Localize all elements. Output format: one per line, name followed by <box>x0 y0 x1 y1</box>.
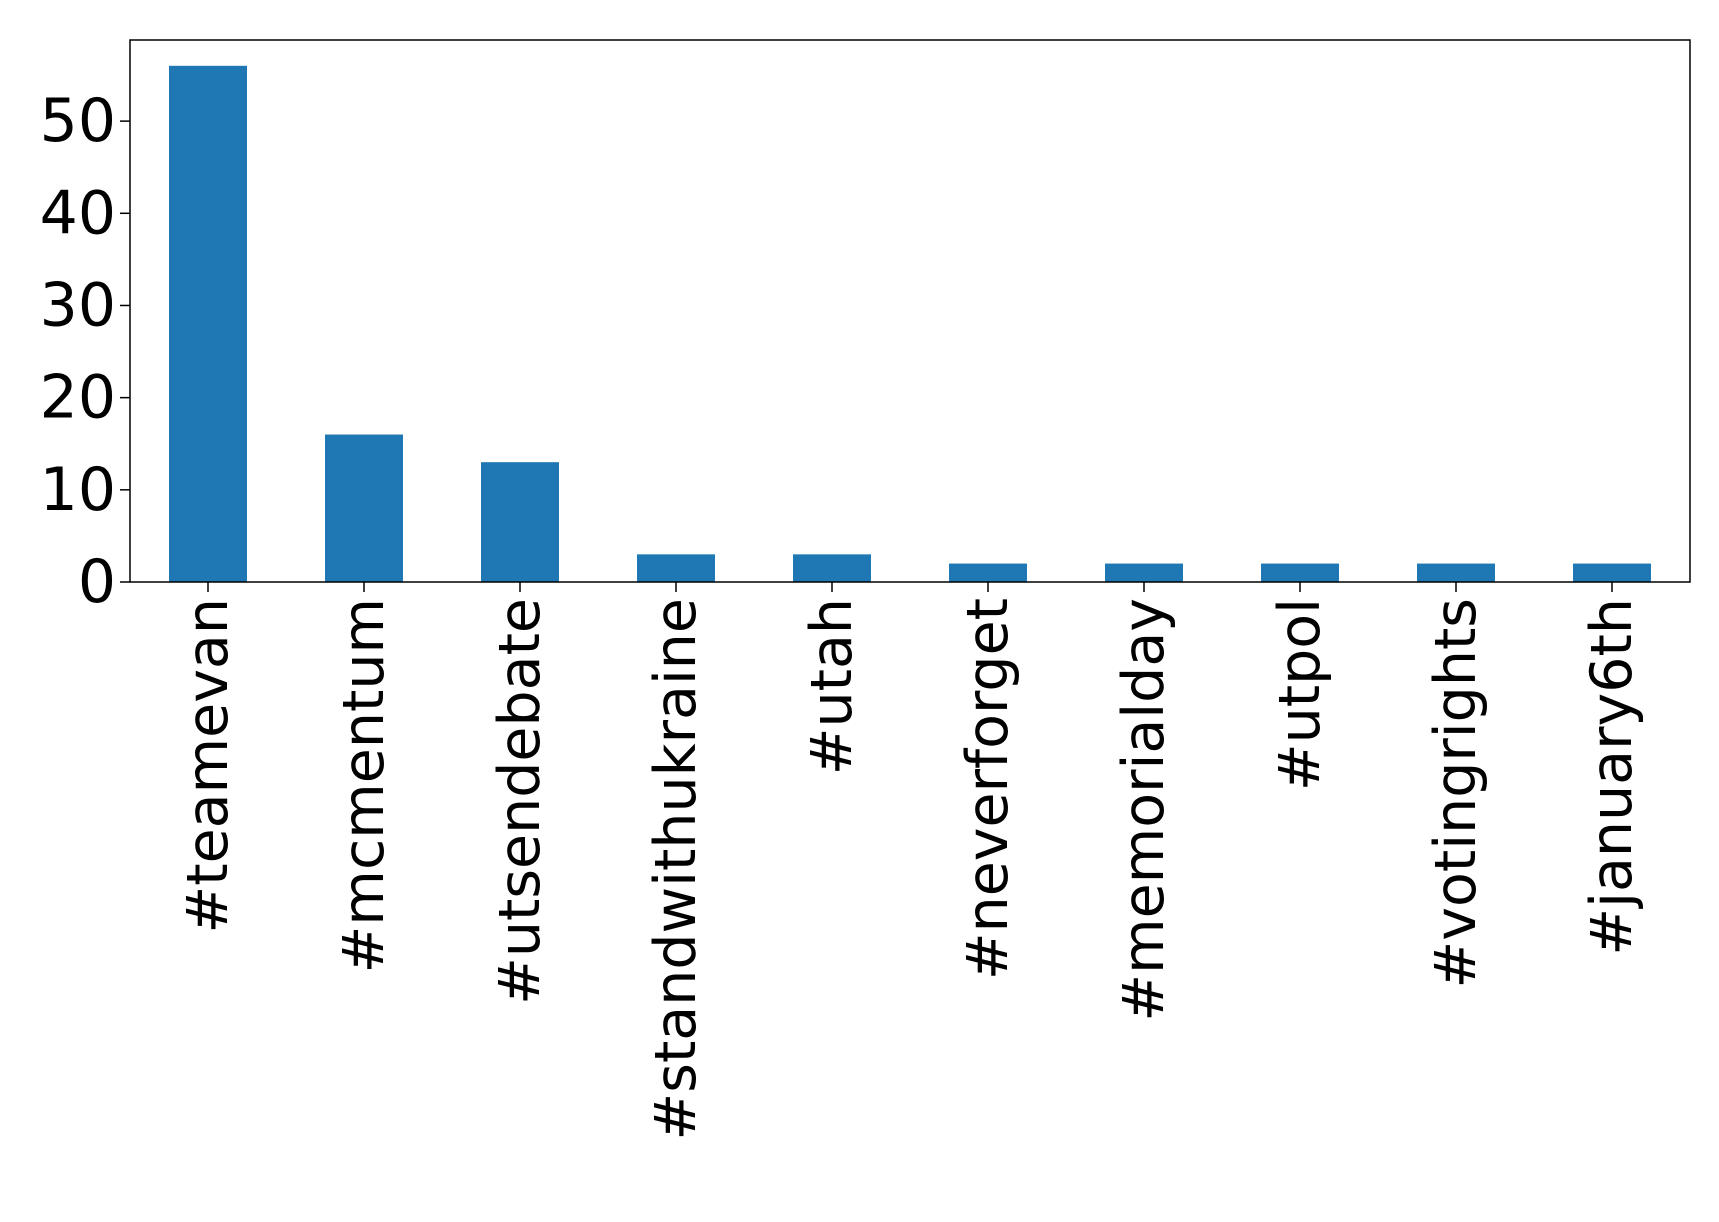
y-axis: 0 10 20 30 40 50 <box>40 86 130 617</box>
x-tick-label: #utpol <box>1267 598 1333 791</box>
bars-layer <box>169 65 1651 583</box>
x-tick-label: #teamevan <box>175 598 241 934</box>
bar-utah <box>793 554 871 582</box>
y-tick-label: 40 <box>40 178 116 248</box>
x-tick-label: #memorialday <box>1111 598 1177 1022</box>
y-tick-label: 10 <box>40 455 116 525</box>
x-tick-label: #mcmentum <box>331 598 397 973</box>
plot-area-frame <box>129 39 1691 583</box>
y-tick-label: 50 <box>40 86 116 156</box>
y-tick-label: 20 <box>40 363 116 433</box>
x-axis: #teamevan #mcmentum #utsendebate #standwith… <box>175 582 1645 1141</box>
bar-mcmentum <box>325 434 403 582</box>
bar-votingrights <box>1417 563 1495 582</box>
bar-january6th <box>1573 563 1651 582</box>
x-tick-label: #neverforget <box>955 598 1021 980</box>
x-tick-label: #january6th <box>1579 598 1645 956</box>
bar-memorialday <box>1105 563 1183 582</box>
bar-neverforget <box>949 563 1027 582</box>
bar-teamevan <box>169 65 247 583</box>
bar-standwithukraine <box>637 554 715 582</box>
bar-utsendebate <box>481 462 559 582</box>
y-tick-label: 0 <box>78 547 116 617</box>
x-tick-label: #utsendebate <box>487 598 553 1005</box>
x-tick-label: #votingrights <box>1423 598 1489 988</box>
bar-utpol <box>1261 563 1339 582</box>
y-tick-label: 30 <box>40 270 116 340</box>
x-tick-label: #standwithukraine <box>643 598 709 1141</box>
x-tick-label: #utah <box>799 598 865 775</box>
